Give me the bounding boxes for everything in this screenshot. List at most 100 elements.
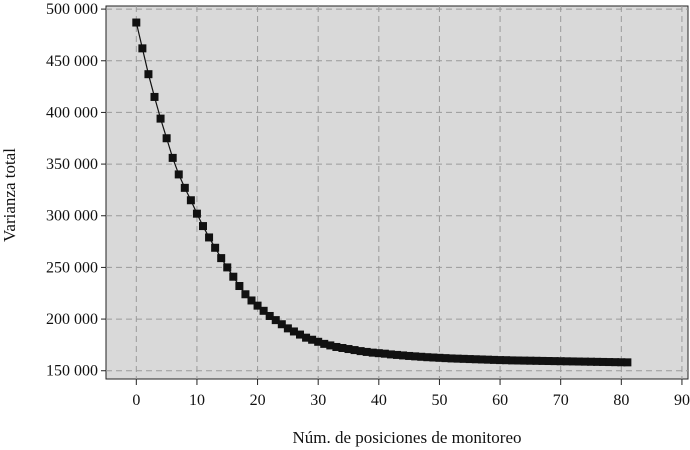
data-point [556, 357, 565, 366]
data-point [471, 355, 480, 364]
y-tick-label: 400 000 [46, 104, 98, 121]
data-point [593, 357, 602, 366]
y-gridlines [106, 8, 688, 372]
data-point [411, 352, 420, 361]
x-tick-label: 90 [674, 392, 690, 409]
data-point [332, 342, 341, 351]
data-point [544, 357, 553, 366]
data-point [405, 351, 414, 360]
data-point [374, 349, 383, 358]
x-tick-label: 60 [492, 392, 508, 409]
data-point [605, 358, 614, 367]
y-tick-label: 350 000 [46, 156, 98, 173]
data-point [483, 355, 492, 364]
data-point [550, 357, 559, 366]
data-point [235, 282, 244, 291]
plot-area [105, 5, 689, 380]
data-point [611, 358, 620, 367]
y-tick-label: 300 000 [46, 208, 98, 225]
x-tick-label: 50 [431, 392, 447, 409]
data-point [308, 335, 317, 344]
data-point [526, 356, 535, 365]
data-point [423, 353, 432, 362]
x-tick-label: 70 [553, 392, 569, 409]
data-point [459, 354, 468, 363]
data-point [265, 311, 274, 320]
data-point [180, 183, 189, 192]
data-point [326, 341, 335, 350]
x-axis-title: Núm. de posiciones de monitoreo [293, 428, 522, 447]
data-point [259, 306, 268, 315]
data-point [386, 350, 395, 359]
data-point [368, 348, 377, 357]
data-point [587, 357, 595, 366]
data-point [599, 357, 608, 366]
x-tick-label: 20 [250, 392, 266, 409]
data-point [532, 356, 541, 365]
data-point [496, 356, 505, 365]
data-point [465, 355, 474, 364]
data-point [580, 357, 589, 366]
data-point [168, 153, 177, 162]
data-point [302, 333, 311, 342]
data-point [429, 353, 438, 362]
data-point [199, 222, 207, 231]
data-point [520, 356, 529, 365]
data-point [156, 114, 165, 123]
y-axis-title: Varianza total [0, 148, 19, 242]
data-point [574, 357, 583, 366]
data-point [447, 354, 456, 363]
data-point [617, 358, 626, 367]
y-tick-label: 500 000 [46, 1, 98, 18]
data-point [393, 350, 401, 359]
data-point [132, 18, 141, 27]
data-point [568, 357, 577, 366]
x-axis: 0 10 20 30 40 50 60 70 80 90 [132, 379, 690, 409]
data-point [296, 330, 304, 339]
data-point [338, 344, 347, 352]
data-point [453, 354, 462, 363]
data-point [229, 272, 238, 281]
data-point [217, 254, 226, 263]
data-point [186, 196, 195, 205]
data-point [150, 92, 159, 101]
x-tick-label: 30 [310, 392, 326, 409]
y-tick-label: 150 000 [46, 363, 98, 380]
data-point [441, 354, 450, 363]
x-tick-label: 80 [613, 392, 629, 409]
series [132, 18, 632, 367]
data-point [380, 349, 389, 358]
data-point [508, 356, 517, 365]
data-point [490, 355, 498, 364]
data-point [538, 356, 547, 365]
data-point [562, 357, 571, 366]
data-point [205, 233, 214, 242]
data-point [174, 170, 183, 179]
data-point [162, 134, 171, 143]
data-point [289, 327, 298, 336]
x-tick-label: 40 [371, 392, 387, 409]
data-point [477, 355, 486, 364]
data-point [435, 353, 444, 362]
data-point [271, 316, 280, 325]
data-point [356, 347, 365, 356]
x-tick-label: 10 [189, 392, 205, 409]
data-point [283, 324, 292, 333]
y-tick-label: 450 000 [46, 53, 98, 70]
data-point [320, 339, 329, 348]
y-tick-label: 200 000 [46, 311, 98, 328]
data-point [502, 356, 511, 365]
data-point [192, 209, 201, 218]
data-point [350, 346, 359, 355]
data-point [417, 352, 426, 361]
data-point [247, 296, 256, 305]
x-tick-label: 0 [132, 392, 140, 409]
data-point [277, 320, 286, 329]
data-point [253, 301, 262, 310]
data-point [138, 44, 147, 53]
data-point [514, 356, 523, 365]
y-axis: 150 000 200 000 250 000 300 000 350 000 400 0… [46, 1, 106, 380]
data-point [399, 351, 408, 360]
data-point [623, 358, 632, 367]
